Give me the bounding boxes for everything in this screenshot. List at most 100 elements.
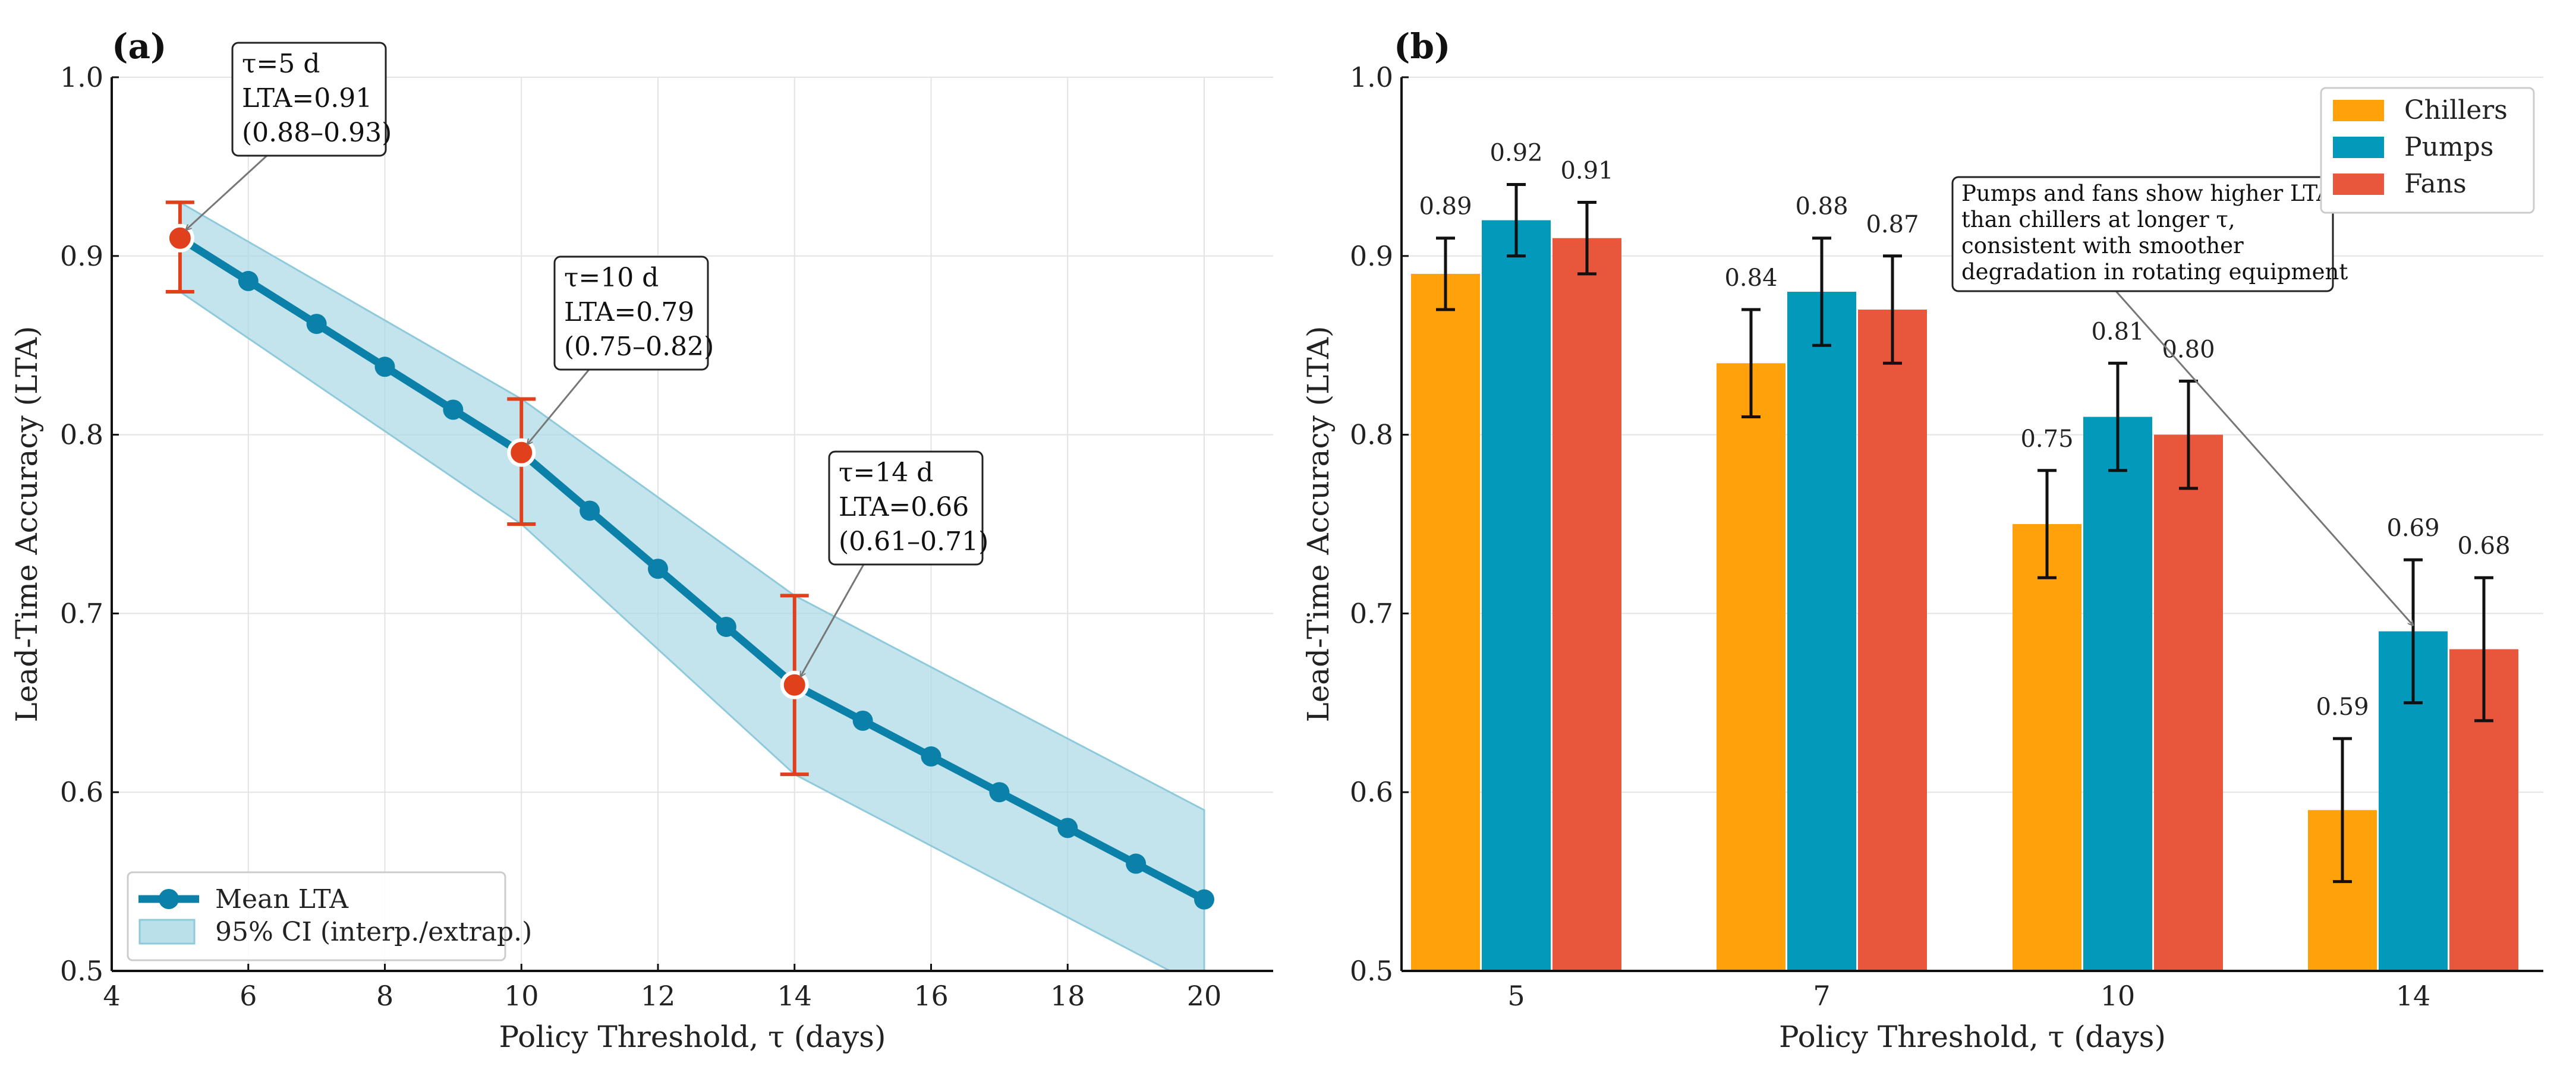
y-tick-label: 0.7	[60, 597, 103, 629]
annotation-text: than chillers at longer τ,	[1961, 207, 2235, 232]
legend-label: 95% CI (interp./extrap.)	[215, 917, 532, 947]
mean-lta-point	[1057, 818, 1078, 838]
x-tick-label: 4	[103, 980, 120, 1012]
y-axis-label: Lead-Time Accuracy (LTA)	[10, 326, 44, 723]
x-axis-label: Policy Threshold, τ (days)	[1779, 1020, 2166, 1054]
data-label: 0.68	[2457, 532, 2510, 560]
legend-label: Fans	[2404, 169, 2467, 199]
y-tick-label: 0.9	[60, 240, 103, 272]
panel-label: (a)	[112, 26, 166, 67]
annotation-text: LTA=0.66	[839, 492, 969, 522]
x-tick-label: 8	[376, 980, 393, 1012]
mean-lta-point	[716, 616, 736, 637]
mean-lta-point	[306, 314, 327, 335]
annotation-text: degradation in rotating equipment	[1961, 259, 2348, 285]
x-tick-label: 14	[777, 980, 812, 1012]
annotation-text: τ=14 d	[839, 458, 933, 488]
mean-lta-point	[989, 782, 1010, 803]
mean-lta-point	[648, 559, 668, 579]
y-tick-label: 0.9	[1350, 240, 1393, 272]
y-tick-label: 0.5	[60, 955, 103, 987]
y-tick-label: 0.7	[1350, 597, 1393, 629]
data-label: 0.89	[1419, 193, 1472, 220]
mean-lta-point	[1194, 889, 1214, 910]
x-axis-label: Policy Threshold, τ (days)	[499, 1020, 886, 1054]
annotation-text: consistent with smoother	[1961, 233, 2244, 258]
mean-lta-point	[374, 357, 395, 377]
annotation-box	[231, 42, 387, 157]
annotation-text: (0.88–0.93)	[242, 118, 392, 148]
x-tick-label: 12	[641, 980, 676, 1012]
annotation-text: τ=5 d	[242, 49, 320, 79]
panel-b: 0.5 0.6 0.7 0.8 0.9 1.0 5 0.89 0.92 0.91 7 0.84 0.88…	[1301, 26, 2543, 1054]
data-label: 0.75	[2020, 425, 2073, 453]
legend-band-swatch	[138, 919, 196, 945]
data-label: 0.92	[1489, 139, 1542, 166]
annotation-text: LTA=0.79	[564, 297, 694, 327]
legend-label: Pumps	[2404, 132, 2493, 162]
bar-pumps	[1482, 220, 1551, 971]
y-tick-label: 0.5	[1350, 955, 1393, 987]
data-label: 0.84	[1724, 264, 1777, 292]
x-tick-label: 5	[1507, 980, 1525, 1012]
y-tick-label: 1.0	[60, 61, 103, 93]
mean-lta-point	[238, 270, 259, 291]
y-tick-label: 0.8	[60, 419, 103, 451]
annotation-text: LTA=0.91	[242, 83, 372, 113]
data-label: 0.91	[1560, 157, 1613, 185]
highlight-point	[165, 223, 194, 253]
mean-lta-point	[852, 710, 873, 731]
legend-swatch	[2333, 137, 2384, 158]
x-tick-label: 10	[2101, 980, 2136, 1012]
y-tick-label: 0.8	[1350, 419, 1393, 451]
annotation-arrow	[2115, 291, 2413, 625]
x-tick-label: 7	[1813, 980, 1830, 1012]
data-label: 0.69	[2386, 515, 2439, 542]
annotation-arrow	[527, 369, 590, 444]
data-label: 0.81	[2091, 318, 2144, 345]
legend-label: Chillers	[2404, 95, 2508, 125]
bar-pumps	[2083, 417, 2152, 971]
legend-box	[127, 871, 506, 961]
x-tick-label: 18	[1050, 980, 1085, 1012]
panel-label: (b)	[1394, 26, 1450, 67]
data-label: 0.88	[1795, 193, 1848, 220]
annotation-arrow	[801, 564, 865, 677]
annotation-arrow	[186, 154, 268, 230]
mean-lta-point	[1126, 853, 1147, 874]
x-tick-label: 16	[914, 980, 949, 1012]
y-tick-label: 1.0	[1350, 61, 1393, 93]
highlight-point	[507, 438, 536, 467]
x-tick-label: 14	[2396, 980, 2431, 1012]
y-tick-label: 0.6	[1350, 776, 1393, 808]
mean-lta-point	[921, 746, 941, 767]
panel-a: 4 6 8 10 12 14 16 18 20 0.5 0.6 0.7 0.8 0.9 1.0 τ=5 d LT…	[10, 26, 1273, 1054]
x-tick-label: 6	[240, 980, 257, 1012]
legend-marker	[159, 889, 179, 909]
bar-pumps	[1787, 291, 1856, 972]
annotation-box	[1951, 176, 2334, 292]
annotation-text: (0.61–0.71)	[839, 526, 988, 557]
legend-label: Mean LTA	[215, 884, 349, 914]
y-axis-label: Lead-Time Accuracy (LTA)	[1301, 326, 1336, 723]
mean-lta-point	[580, 500, 600, 521]
data-label: 0.59	[2316, 693, 2369, 721]
x-tick-label: 10	[504, 980, 539, 1012]
x-tick-label: 20	[1187, 980, 1222, 1012]
data-label: 0.80	[2162, 336, 2215, 363]
data-label: 0.87	[1866, 211, 1919, 238]
legend-swatch	[2333, 174, 2384, 195]
legend-swatch	[2333, 100, 2384, 121]
bar-fans	[2154, 434, 2223, 971]
bar-chillers	[2013, 524, 2081, 971]
mean-lta-point	[443, 399, 464, 420]
bar-fans	[1552, 238, 1621, 972]
annotation-text: (0.75–0.82)	[564, 332, 714, 362]
mean-lta-line	[178, 235, 1207, 903]
annotation-box	[553, 256, 709, 371]
annotation-text: Pumps and fans show higher LTA	[1961, 181, 2333, 206]
y-tick-label: 0.6	[60, 776, 103, 808]
